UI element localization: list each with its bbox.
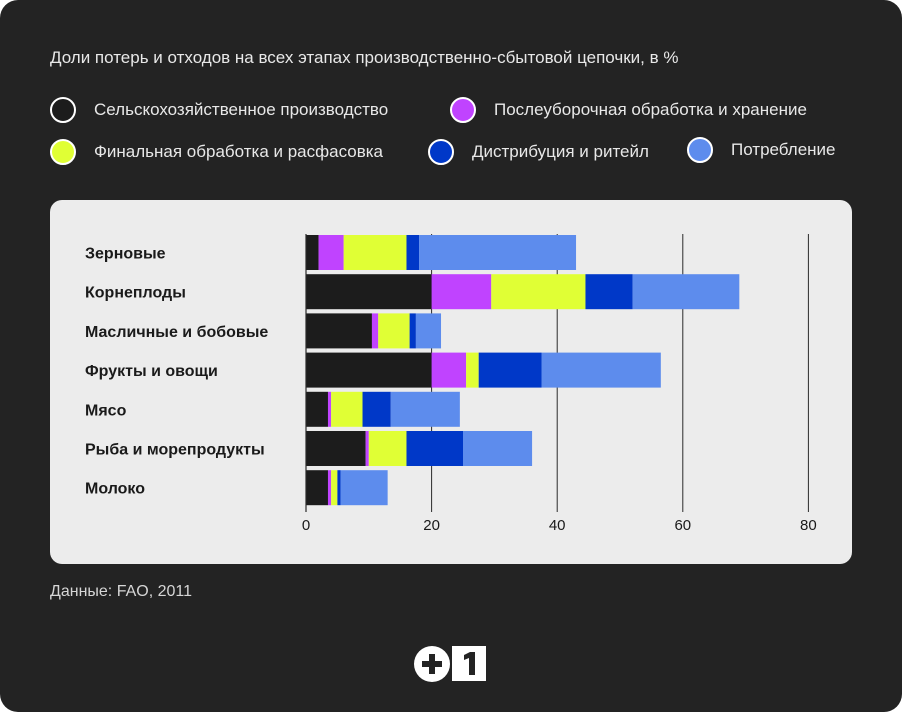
bar-segment [365, 431, 369, 466]
bar-segment [390, 391, 460, 427]
bar-segment [327, 470, 332, 506]
chart-title: Доли потерь и отходов на всех этапах про… [50, 48, 679, 67]
bar-segment [478, 352, 542, 388]
category-label: Фрукты и овощи [85, 363, 218, 380]
bar-segment [318, 235, 344, 270]
plus-one-logo: +1 [414, 646, 486, 682]
data-source: Данные: FAO, 2011 [50, 583, 192, 600]
bar-segment [343, 235, 407, 270]
bar-segment [331, 391, 363, 427]
x-tick-label: 60 [674, 517, 691, 534]
bar-segment [463, 431, 533, 466]
bar-segment [306, 352, 432, 388]
bar-segment [306, 470, 328, 506]
stacked-bar-chart: Зерновые Корнеплоды Масличные и бобовые Фру… [85, 234, 817, 534]
bar-segment [368, 431, 407, 466]
bar-segment [327, 391, 332, 427]
category-label: Молоко [85, 481, 145, 498]
bar-segment [491, 274, 586, 310]
bar-segment [541, 352, 661, 388]
legend-item-postharvest-storage: Послеуборочная обработка и хранение [450, 97, 807, 123]
x-tick-label: 40 [549, 517, 566, 534]
bar-segment [378, 313, 410, 349]
legend-swatch-icon [428, 139, 454, 165]
bar-segment [306, 431, 366, 466]
category-label: Мясо [85, 402, 127, 419]
legend-item-agricultural-production: Сельскохозяйственное производство [50, 97, 388, 123]
category-label: Зерновые [85, 246, 166, 263]
bar-segment [632, 274, 740, 310]
x-tick-label: 20 [423, 517, 440, 534]
legend-label: Потребление [731, 140, 836, 159]
bar-segment [306, 313, 372, 349]
bar-segment [306, 235, 319, 270]
bar-segment [585, 274, 633, 310]
bar-segment [419, 235, 577, 270]
bar-segment [431, 274, 492, 310]
legend-swatch-icon [50, 139, 76, 165]
legend-swatch-icon [450, 97, 476, 123]
bar-segment [306, 274, 432, 310]
bar-segment [406, 431, 463, 466]
legend-label: Послеуборочная обработка и хранение [494, 100, 807, 119]
bar-segment [337, 470, 341, 506]
bar-segment [371, 313, 379, 349]
x-tick-label: 80 [800, 517, 817, 534]
legend-label: Дистрибуция и ритейл [472, 142, 649, 161]
bar-segment [466, 352, 479, 388]
category-label: Корнеплоды [85, 285, 186, 302]
chart-panel: Зерновые Корнеплоды Масличные и бобовые Фру… [50, 200, 852, 564]
category-label: Рыба и морепродукты [85, 442, 265, 459]
legend-label: Сельскохозяйственное производство [94, 100, 389, 119]
bar-segment [306, 391, 328, 427]
bar-segment [415, 313, 442, 349]
bar-segment [362, 391, 391, 427]
bar-segment [340, 470, 388, 506]
x-tick-label: 0 [302, 517, 310, 534]
legend-swatch-icon [687, 137, 713, 163]
legend-swatch-icon [50, 97, 76, 123]
category-label: Масличные и бобовые [85, 324, 268, 341]
legend-item-processing-packaging: Финальная обработка и расфасовка [50, 139, 383, 165]
legend-item-consumption: Потребление [687, 137, 836, 163]
legend-item-distribution-retail: Дистрибуция и ритейл [428, 139, 649, 165]
legend-label: Финальная обработка и расфасовка [94, 142, 384, 161]
bar-segment [409, 313, 416, 349]
bar-segment [431, 352, 467, 388]
bar-segment [331, 470, 338, 506]
bar-segment [406, 235, 420, 270]
